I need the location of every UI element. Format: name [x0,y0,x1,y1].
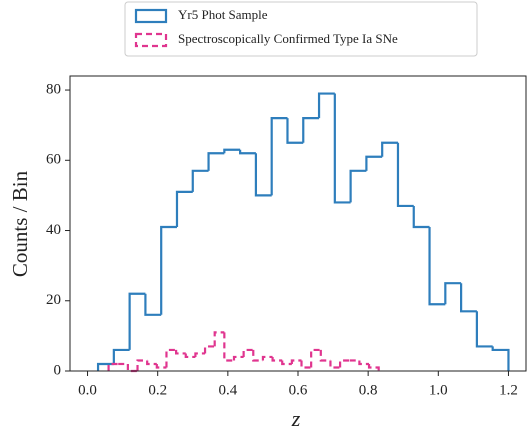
y-tick-label: 40 [46,222,61,238]
histogram-bin [460,283,477,313]
histogram-bin [194,352,206,357]
histogram-bin [242,348,254,357]
histogram-bin [381,141,398,157]
histogram-bin [144,293,162,316]
histogram-bin [428,227,446,306]
histogram-bin [107,362,119,371]
histogram-bin [126,363,138,373]
x-tick-label: 0.0 [78,382,97,398]
histogram-bin [232,355,244,361]
histogram-bin [329,360,341,369]
y-tick-label: 20 [46,292,61,308]
histogram-bin [349,169,367,203]
histogram-bin [96,362,114,371]
histogram-bin [290,359,302,364]
x-tick-label: 0.6 [289,382,308,398]
histogram-bin [175,190,193,228]
histogram-bin [300,360,312,369]
legend-swatch [134,32,168,48]
plot-frame [69,75,527,372]
histogram-bin [338,359,350,368]
histogram-bin [270,117,288,196]
histogram-bin [203,345,215,354]
histogram-bin [184,353,196,359]
histogram-bin [319,349,331,362]
histogram-bin [367,363,380,371]
y-axis-label: Counts / Bin [8,170,32,277]
x-tick-label: 0.2 [148,382,167,398]
y-tick-label: 60 [46,152,61,168]
histogram-bin [358,360,370,366]
histogram-bin [254,153,272,197]
histogram-bin [475,311,493,348]
legend-box [124,1,478,57]
legend-label: Yr5 Phot Sample [178,7,268,22]
x-tick-label: 1.2 [499,382,518,398]
histogram-bin [302,117,320,143]
histogram-bin [252,349,263,362]
histogram-bin [365,155,383,171]
x-tick-label: 1.0 [429,382,448,398]
histogram-bin [261,355,273,361]
histogram-bin [112,348,130,364]
x-tick-label: 0.8 [359,382,378,398]
y-tick-label: 80 [46,81,61,97]
x-axis-label: z [291,406,301,431]
histogram-bin [317,92,335,119]
histogram-bin [165,348,177,368]
histogram-bin [191,169,209,192]
histogram-bin [491,346,510,371]
histogram-bin [146,360,157,366]
histogram-bin [155,363,167,369]
histogram-bin [310,348,321,368]
histogram-bin [160,225,177,315]
histogram-bin [239,149,256,155]
histogram-bin [412,205,430,229]
histogram-bin [281,360,292,366]
histogram-bin [223,332,234,362]
histogram-bin [223,148,241,154]
histogram-bin [213,331,225,347]
histogram-bin [286,118,304,144]
x-tick-label: 0.4 [218,382,237,398]
histogram-bin [444,282,462,305]
histogram-bin [333,93,351,204]
legend-swatch [134,8,168,24]
legend-label: Spectroscopically Confirmed Type Ia SNe [178,31,398,46]
y-tick-label: 0 [54,362,62,378]
histogram-bin [207,152,225,171]
histogram-bin [128,292,146,350]
histogram-bin [271,356,283,362]
histogram-bin [175,349,186,355]
histogram-bin [396,142,414,208]
histogram-bin [136,359,148,371]
